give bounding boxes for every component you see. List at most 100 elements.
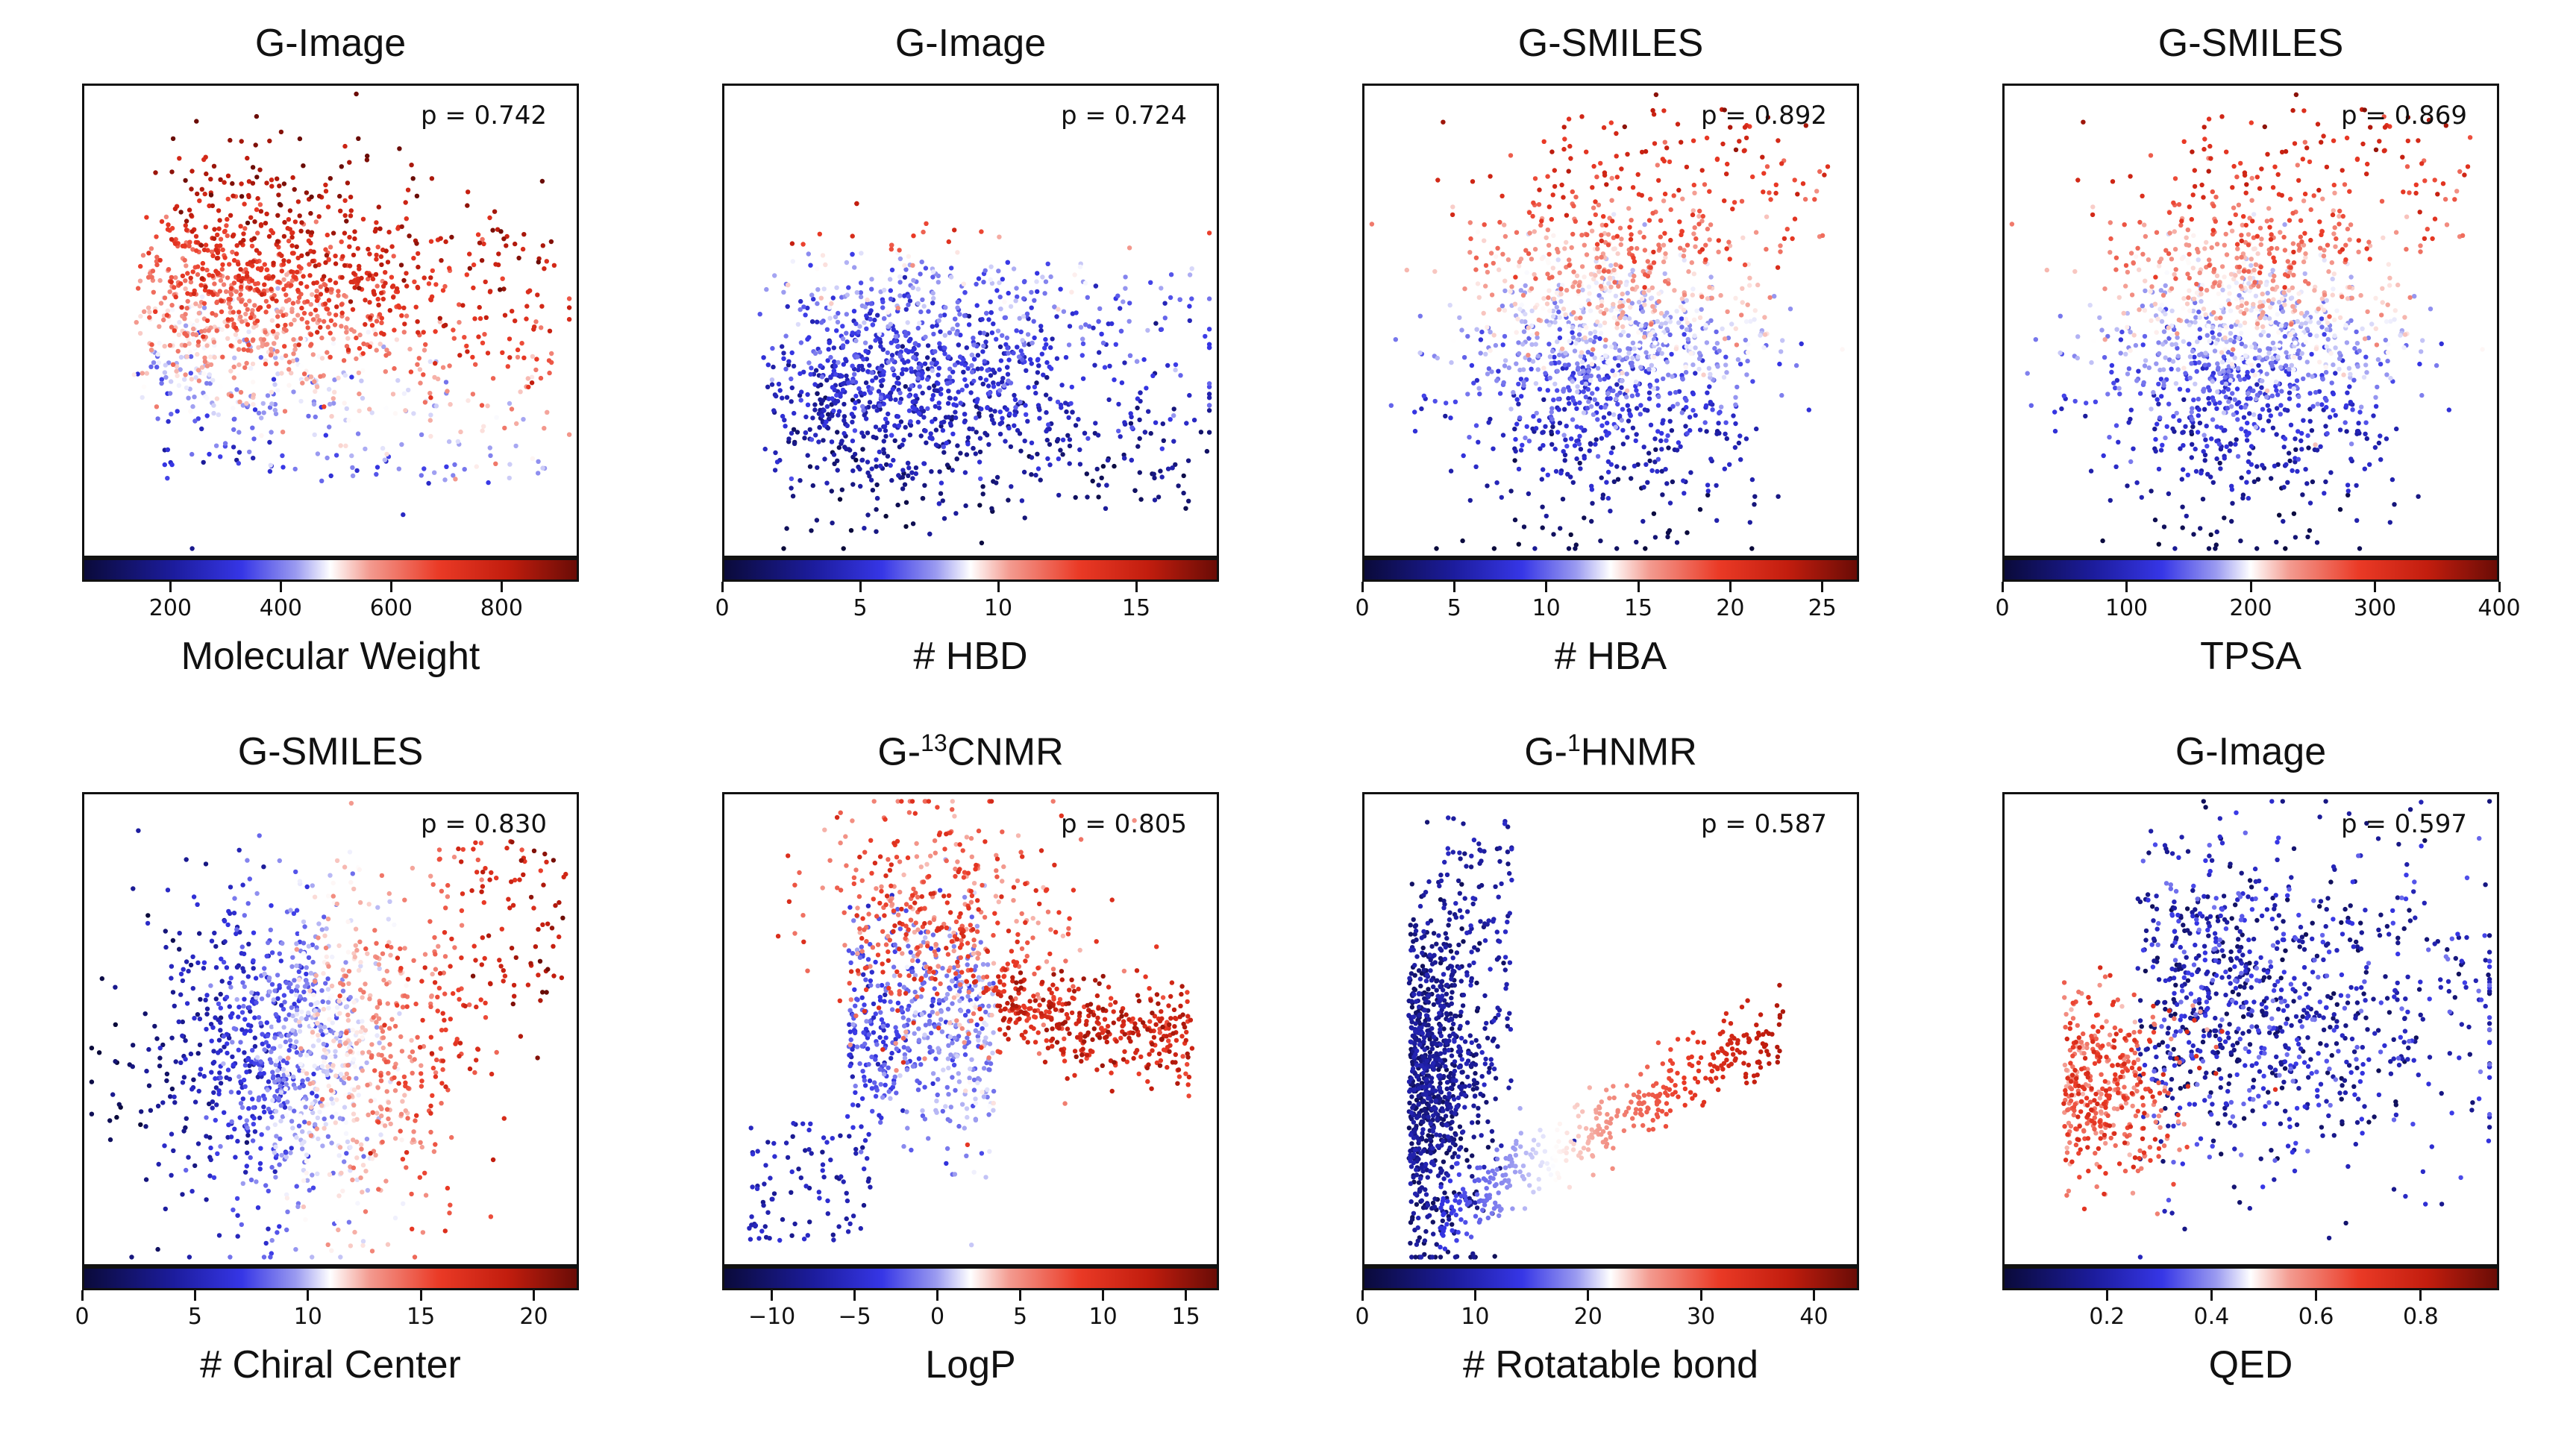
scatter-point xyxy=(856,367,861,373)
scatter-point xyxy=(2134,480,2140,486)
scatter-point xyxy=(1748,318,1753,324)
scatter-point xyxy=(232,416,237,421)
scatter-point xyxy=(351,271,357,276)
scatter-point xyxy=(1054,314,1059,319)
scatter-point xyxy=(1517,307,1523,312)
scatter-point xyxy=(1462,286,1467,292)
scatter-point xyxy=(1567,257,1572,263)
scatter-point xyxy=(548,239,554,245)
scatter-point xyxy=(2202,362,2207,368)
scatter-point xyxy=(319,478,325,483)
scatter-point xyxy=(1056,307,1061,312)
scatter-point xyxy=(1483,351,1488,357)
scatter-point xyxy=(279,268,284,274)
scatter-point xyxy=(1532,247,1538,252)
scatter-point xyxy=(865,459,871,465)
scatter-point xyxy=(1632,346,1637,351)
scatter-point xyxy=(275,213,281,218)
scatter-point xyxy=(507,336,513,342)
scatter-point xyxy=(2191,532,2196,537)
scatter-point xyxy=(342,198,348,204)
scatter-point xyxy=(1616,362,1621,368)
scatter-point xyxy=(1648,265,1653,270)
scatter-point xyxy=(1678,444,1683,449)
scatter-point xyxy=(917,384,922,389)
scatter-point xyxy=(1388,403,1394,408)
scatter-point xyxy=(1723,431,1728,436)
scatter-point xyxy=(1599,436,1605,441)
scatter-point xyxy=(1820,233,1826,238)
scatter-point xyxy=(992,409,997,414)
scatter-point xyxy=(2033,337,2038,342)
scatter-point xyxy=(977,436,983,441)
scatter-point xyxy=(1122,456,1127,461)
scatter-point xyxy=(997,295,1003,300)
scatter-point xyxy=(2075,334,2081,339)
scatter-point xyxy=(342,263,348,268)
scatter-point xyxy=(1579,425,1584,430)
scatter-point xyxy=(275,388,281,393)
scatter-point xyxy=(2325,336,2331,342)
scatter-point xyxy=(1634,432,1639,437)
scatter-point xyxy=(1521,383,1526,388)
scatter-point xyxy=(1624,395,1629,400)
scatter-point xyxy=(1519,394,1524,399)
scatter-point xyxy=(953,409,958,415)
scatter-point xyxy=(971,357,977,362)
scatter-point xyxy=(1435,355,1440,361)
scatter-point xyxy=(2131,446,2136,451)
scatter-point xyxy=(1529,257,1535,262)
scatter-point xyxy=(956,389,961,395)
scatter-point xyxy=(1690,392,1696,397)
scatter-point xyxy=(1104,483,1109,488)
scatter-point xyxy=(1646,450,1652,456)
scatter-point xyxy=(2299,351,2304,356)
colorbar-tick-label: 15 xyxy=(1623,595,1653,621)
scatter-point xyxy=(1629,320,1634,325)
scatter-point xyxy=(236,273,242,279)
scatter-point xyxy=(1720,326,1725,331)
scatter-point xyxy=(2093,399,2099,404)
scatter-point xyxy=(1475,229,1481,235)
scatter-point xyxy=(1683,424,1688,429)
scatter-point xyxy=(1636,330,1641,335)
scatter-point xyxy=(1696,356,1702,362)
scatter-point xyxy=(1043,336,1048,342)
scatter-point xyxy=(339,164,344,169)
scatter-point xyxy=(2173,342,2178,347)
scatter-point xyxy=(1762,315,1767,320)
scatter-point xyxy=(148,246,154,251)
scatter-point xyxy=(1070,409,1075,415)
scatter-point xyxy=(953,511,959,516)
scatter-point xyxy=(2254,546,2260,551)
scatter-point xyxy=(903,384,908,389)
scatter-point xyxy=(169,279,174,285)
scatter-point xyxy=(1553,468,1559,474)
scatter-point xyxy=(1585,350,1591,355)
scatter-point xyxy=(890,366,895,371)
scatter-point xyxy=(1599,233,1604,238)
scatter-point xyxy=(1680,377,1685,382)
scatter-point xyxy=(2184,318,2190,324)
scatter-point xyxy=(279,355,285,360)
scatter-point xyxy=(299,316,304,321)
scatter-point xyxy=(1591,412,1596,417)
scatter-point xyxy=(1611,212,1617,217)
scatter-point xyxy=(187,243,192,249)
scatter-point xyxy=(483,315,489,320)
scatter-point xyxy=(386,230,392,235)
scatter-point xyxy=(844,339,850,345)
scatter-point xyxy=(153,309,158,314)
scatter-point xyxy=(1047,396,1053,401)
scatter-point xyxy=(2251,479,2257,484)
scatter-point xyxy=(199,276,205,281)
scatter-point xyxy=(1060,452,1065,457)
scatter-point xyxy=(276,279,281,285)
scatter-point xyxy=(369,410,375,415)
scatter-point xyxy=(257,167,263,172)
scatter-point xyxy=(889,353,895,358)
scatter-point xyxy=(1580,359,1585,365)
scatter-point xyxy=(1002,299,1007,304)
scatter-point xyxy=(264,267,269,272)
scatter-point xyxy=(895,502,900,508)
